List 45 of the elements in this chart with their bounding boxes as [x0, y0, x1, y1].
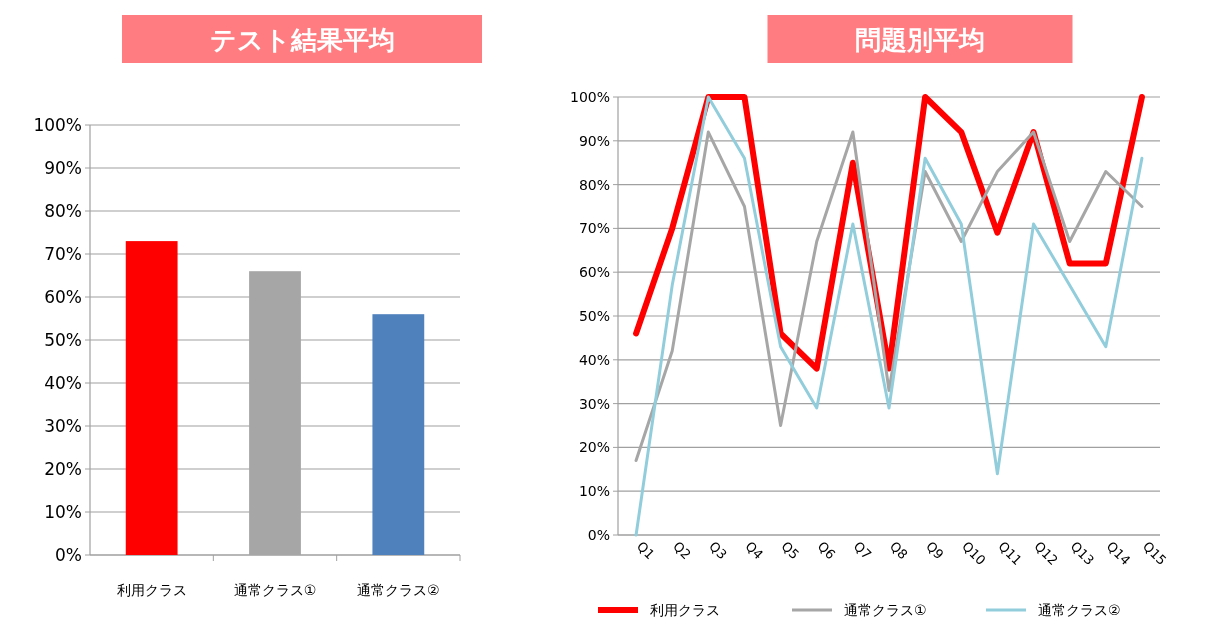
y-tick-label: 80% — [44, 200, 82, 221]
y-tick-label: 80% — [578, 176, 610, 193]
y-tick-label: 70% — [578, 220, 610, 237]
y-tick-label: 100% — [33, 114, 82, 135]
x-tick-label: Q7 — [850, 538, 875, 563]
y-tick-label: 0% — [587, 526, 610, 543]
bar — [372, 314, 425, 555]
y-tick-label: 30% — [578, 395, 610, 412]
y-tick-label: 40% — [44, 372, 82, 393]
y-tick-label: 0% — [55, 544, 82, 565]
y-tick-label: 90% — [44, 157, 82, 178]
x-tick-label: Q2 — [670, 538, 694, 563]
y-tick-label: 50% — [44, 329, 82, 350]
x-tick-label: 利用クラス — [116, 582, 187, 598]
x-tick-label: Q5 — [778, 538, 803, 563]
y-tick-label: 10% — [44, 501, 82, 522]
y-tick-label: 70% — [44, 243, 82, 264]
chart-title: 問題別平均 — [855, 25, 985, 55]
x-tick-label: Q10 — [959, 538, 989, 569]
x-tick-label: 通常クラス② — [357, 582, 440, 598]
chart-title: テスト結果平均 — [209, 25, 395, 55]
x-tick-label: Q4 — [742, 538, 767, 563]
y-tick-label: 50% — [578, 307, 610, 324]
y-tick-label: 30% — [44, 415, 82, 436]
y-tick-label: 20% — [44, 458, 82, 479]
y-tick-label: 20% — [578, 439, 610, 456]
bar — [125, 241, 178, 555]
line-series — [634, 95, 1144, 537]
y-tick-label: 60% — [44, 286, 82, 307]
x-tick-label: Q9 — [923, 538, 947, 563]
legend-label: 通常クラス① — [844, 602, 927, 618]
y-tick-label: 60% — [578, 264, 610, 281]
x-tick-label: Q1 — [633, 538, 658, 563]
y-tick-label: 90% — [578, 132, 610, 149]
y-tick-label: 40% — [578, 351, 610, 368]
x-tick-label: Q15 — [1139, 538, 1170, 569]
legend-label: 通常クラス② — [1038, 602, 1121, 618]
x-tick-label: Q13 — [1067, 538, 1098, 569]
y-tick-label: 10% — [578, 483, 610, 500]
x-tick-label: Q6 — [814, 538, 839, 563]
y-tick-label: 100% — [569, 88, 610, 105]
x-tick-label: Q8 — [886, 538, 911, 563]
x-tick-label: Q3 — [706, 538, 730, 563]
x-tick-label: 通常クラス① — [233, 582, 317, 598]
legend-label: 利用クラス — [650, 602, 720, 618]
